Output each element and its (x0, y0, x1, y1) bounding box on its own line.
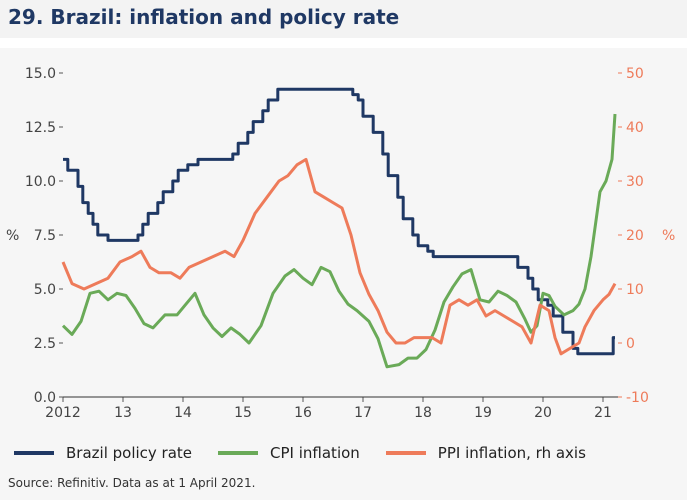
left-axis-ticks: 0.0 2.5 5.0 7.5 10.0 12.5 15.0 (25, 66, 63, 406)
right-axis-ticks: -10 0 10 20 30 40 50 (618, 66, 649, 406)
x-tick-label: 14 (174, 405, 192, 421)
left-tick-label: 12.5 (25, 120, 56, 136)
left-tick-label: 0.0 (34, 390, 56, 406)
legend: Brazil policy rate CPI inflation PPI inf… (14, 444, 612, 462)
legend-swatch-cpi (218, 451, 259, 455)
legend-label-ppi: PPI inflation, rh axis (437, 444, 586, 462)
series-lines (61, 87, 617, 369)
right-tick-label: -10 (626, 390, 649, 406)
left-tick-label: 10.0 (25, 174, 56, 190)
x-tick-label: 21 (594, 405, 612, 421)
x-tick-label: 18 (414, 405, 432, 421)
series-cpi-inflation (61, 113, 617, 369)
left-tick-label: 5.0 (34, 282, 56, 298)
legend-swatch-policy-rate (14, 451, 54, 455)
right-tick-label: 30 (626, 174, 644, 190)
left-axis-label: % (6, 228, 19, 244)
series-policy-rate (63, 87, 615, 356)
chart-svg: 0.02.55.07.510.012.515.0 -1001020304050 … (6, 66, 675, 421)
x-tick-label: 16 (294, 405, 312, 421)
title-bar (0, 0, 687, 38)
x-tick-label: 17 (354, 405, 372, 421)
legend-item-ppi: PPI inflation, rh axis (385, 444, 586, 462)
chart-background (0, 48, 687, 500)
right-tick-label: 20 (626, 228, 644, 244)
x-tick-label: 13 (114, 405, 132, 421)
x-axis-ticks: 2012 13 14 15 16 17 18 19 20 21 (45, 397, 612, 421)
x-tick-label: 15 (234, 405, 252, 421)
right-tick-label: 10 (626, 282, 644, 298)
right-tick-label: 40 (626, 120, 644, 136)
chart-title: 29. Brazil: inflation and policy rate (8, 5, 400, 29)
legend-swatch-ppi (385, 451, 426, 455)
source-note: Source: Refinitiv. Data as at 1 April 20… (8, 476, 256, 490)
left-tick-label: 7.5 (34, 228, 56, 244)
x-tick-label: 20 (534, 405, 552, 421)
legend-item-cpi: CPI inflation (218, 444, 360, 462)
right-tick-label: 0 (626, 336, 635, 352)
x-tick-label: 2012 (45, 405, 81, 421)
left-tick-label: 15.0 (25, 66, 56, 82)
right-axis-label: % (662, 228, 675, 244)
right-tick-label: 50 (626, 66, 644, 82)
legend-label-policy-rate: Brazil policy rate (66, 444, 193, 462)
legend-item-policy-rate: Brazil policy rate (14, 444, 192, 462)
x-tick-label: 19 (474, 405, 492, 421)
legend-label-cpi: CPI inflation (270, 444, 360, 462)
left-tick-label: 2.5 (34, 336, 56, 352)
series-ppi-inflation (61, 157, 617, 356)
